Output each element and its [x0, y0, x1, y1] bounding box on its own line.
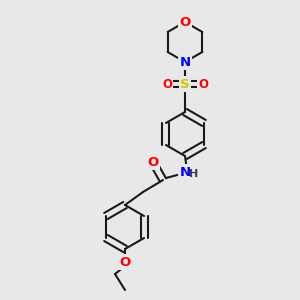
Text: H: H: [189, 169, 199, 179]
Text: S: S: [180, 77, 190, 91]
Text: N: N: [179, 56, 191, 68]
Text: O: O: [179, 16, 191, 28]
Text: O: O: [119, 256, 130, 268]
Text: O: O: [198, 77, 208, 91]
Text: O: O: [147, 155, 159, 169]
Text: N: N: [179, 166, 191, 178]
Text: O: O: [162, 77, 172, 91]
